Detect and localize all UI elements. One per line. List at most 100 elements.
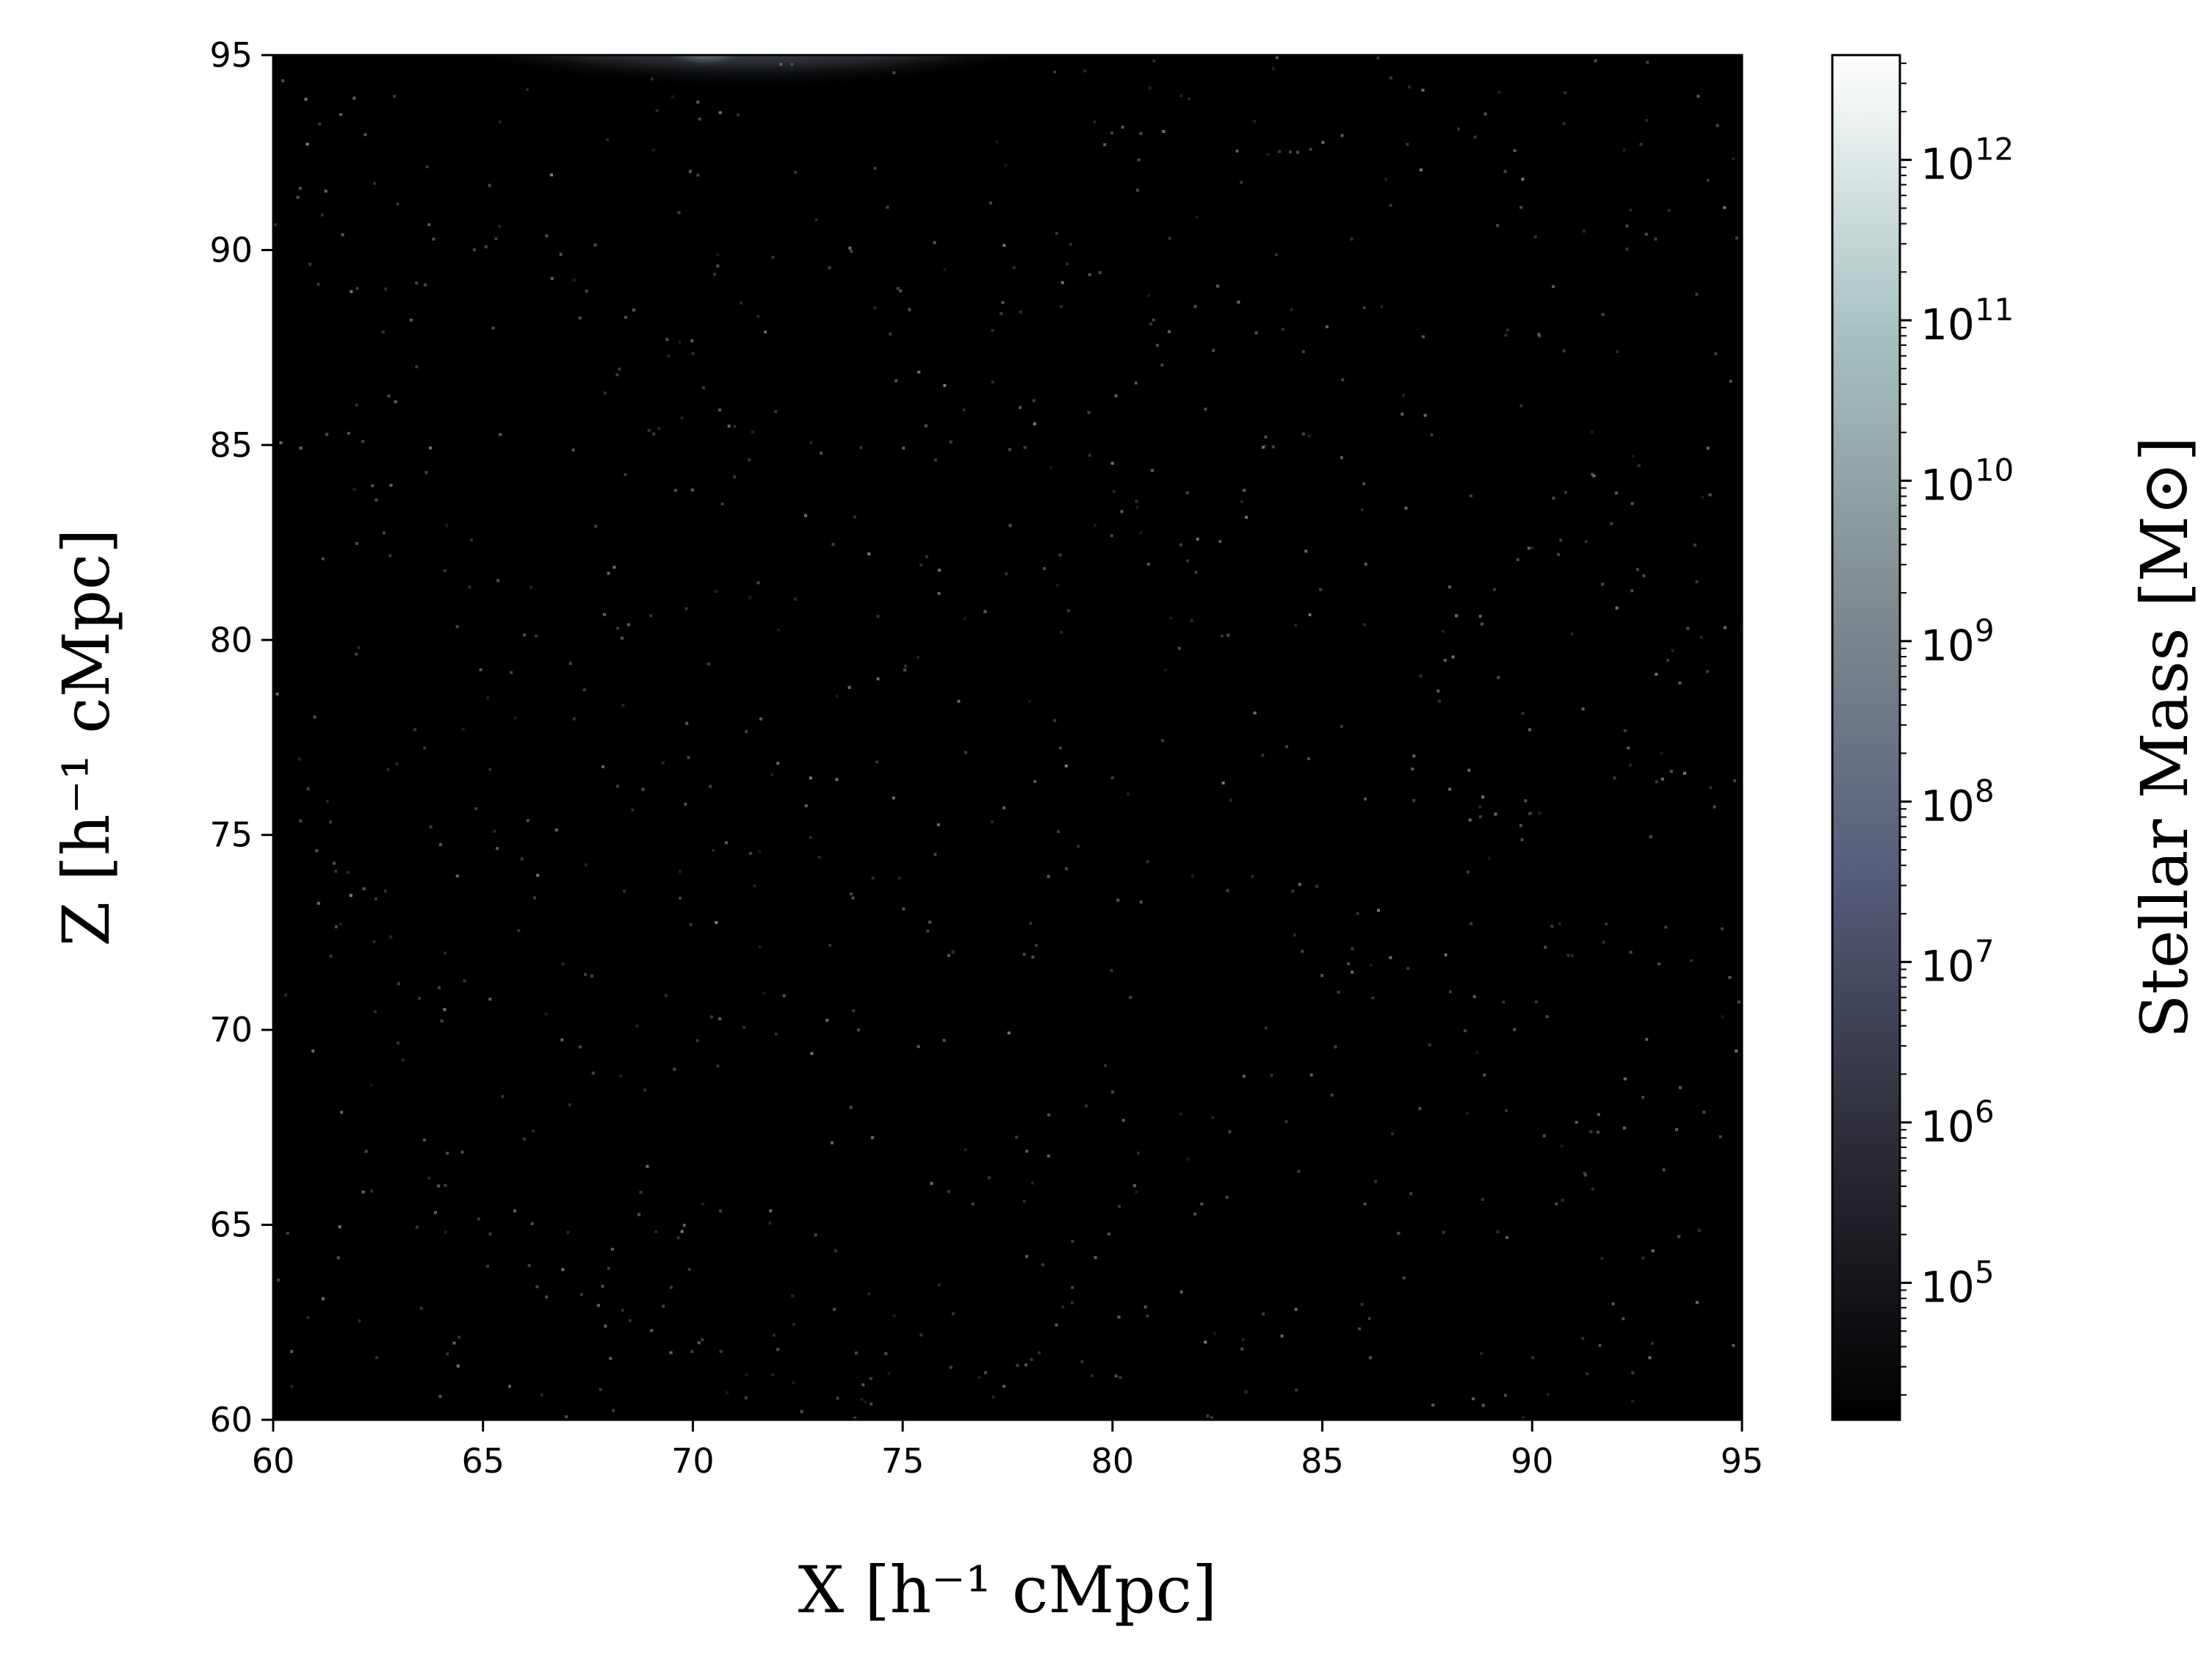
halo-particle [682, 0, 685, 3]
halo-particle [595, 0, 598, 3]
filament-glow-outer [571, 55, 928, 66]
halo-particle [958, 0, 961, 3]
halo-particle [350, 0, 353, 3]
halo-particle [762, 0, 765, 3]
halo-particle [1074, 0, 1077, 3]
halo-particle [1348, 0, 1351, 3]
halo-particle [1510, 0, 1513, 3]
speckle [1334, 1045, 1337, 1049]
halo-particle [815, 0, 818, 3]
halo-particle [929, 0, 932, 3]
speckle [1307, 757, 1311, 760]
speckle [530, 1221, 534, 1225]
halo-particle [736, 0, 739, 3]
speckle [1309, 1073, 1313, 1077]
halo-particle [640, 0, 643, 3]
speckle [651, 77, 654, 81]
halo-particle [789, 0, 792, 3]
speckle [1043, 566, 1047, 570]
speckle [336, 1256, 340, 1260]
halo-particle [1503, 0, 1506, 3]
speckle [1262, 1312, 1265, 1315]
halo-particle [567, 0, 570, 3]
halo-particle [571, 0, 574, 3]
speckle [942, 1039, 946, 1042]
halo-particle [974, 0, 977, 3]
halo-particle [1332, 0, 1335, 3]
speckle [987, 1176, 991, 1180]
halo-particle [716, 0, 719, 3]
speckle [1085, 1104, 1088, 1108]
halo-particle [358, 0, 361, 3]
speckle [758, 850, 762, 853]
halo-particle [1249, 0, 1252, 3]
halo-mid [748, 0, 789, 21]
speckle [800, 1410, 803, 1413]
halo-particle [443, 0, 446, 3]
speckle [991, 328, 994, 332]
halo-particle [1700, 0, 1703, 3]
halo-particle [967, 0, 970, 3]
speckle [1496, 1230, 1500, 1234]
halo-particle [682, 0, 684, 3]
halo-particle [1088, 0, 1091, 3]
halo-particle [645, 0, 648, 3]
speckle [919, 563, 923, 567]
halo-particle [675, 0, 678, 3]
halo-particle [712, 0, 715, 3]
halo-particle [1415, 0, 1418, 3]
halo-particle [695, 0, 698, 3]
speckle [1537, 333, 1541, 336]
speckle [1004, 164, 1008, 167]
halo-particle [1718, 0, 1721, 3]
halo-particle [1306, 0, 1309, 3]
halo-particle [695, 0, 698, 3]
speckle [1559, 538, 1563, 542]
halo-outer-glow [936, 0, 1037, 51]
halo-particle [966, 0, 969, 3]
halo-particle [1359, 0, 1362, 3]
halo-particle [1501, 0, 1504, 3]
halo-particle [436, 0, 439, 3]
halo-outer-glow [1268, 0, 1327, 29]
halo-particle [1253, 0, 1256, 3]
speckle [991, 1396, 995, 1399]
speckle [962, 408, 966, 412]
halo-particle [1270, 0, 1273, 3]
speckle [1098, 271, 1102, 275]
halo-particle [1174, 0, 1177, 3]
halo-particle [1446, 0, 1449, 3]
halo-particle [922, 0, 925, 3]
speckle [1281, 328, 1284, 331]
halo-particle [706, 0, 709, 3]
halo-particle [939, 0, 942, 3]
halo-particle [1340, 0, 1342, 3]
halo-particle [1058, 0, 1061, 3]
halo-particle [955, 0, 958, 3]
halo-particle [933, 0, 936, 3]
halo-particle [1301, 0, 1304, 3]
halo-particle [1233, 0, 1236, 3]
speckle [387, 394, 391, 398]
halo-particle [699, 0, 702, 3]
speckle [1047, 875, 1050, 878]
halo-particle [1123, 0, 1126, 3]
speckle [1562, 122, 1566, 126]
speckle [1709, 786, 1713, 790]
halo-particle [1516, 0, 1519, 3]
halo-particle [1708, 0, 1711, 3]
speckle [873, 306, 877, 310]
halo-particle [1299, 0, 1302, 3]
halo-particle [606, 0, 609, 3]
halo-74-93 [862, 0, 904, 17]
speckle [1274, 253, 1278, 256]
halo-particle [723, 0, 726, 3]
speckle [680, 1230, 684, 1233]
speckle [1721, 927, 1724, 931]
halo-particle [368, 0, 371, 3]
halo-particle [1420, 0, 1423, 3]
speckle [894, 379, 898, 383]
speckle [1419, 674, 1423, 678]
halo-particle [990, 0, 993, 3]
halo-particle [1432, 0, 1435, 3]
